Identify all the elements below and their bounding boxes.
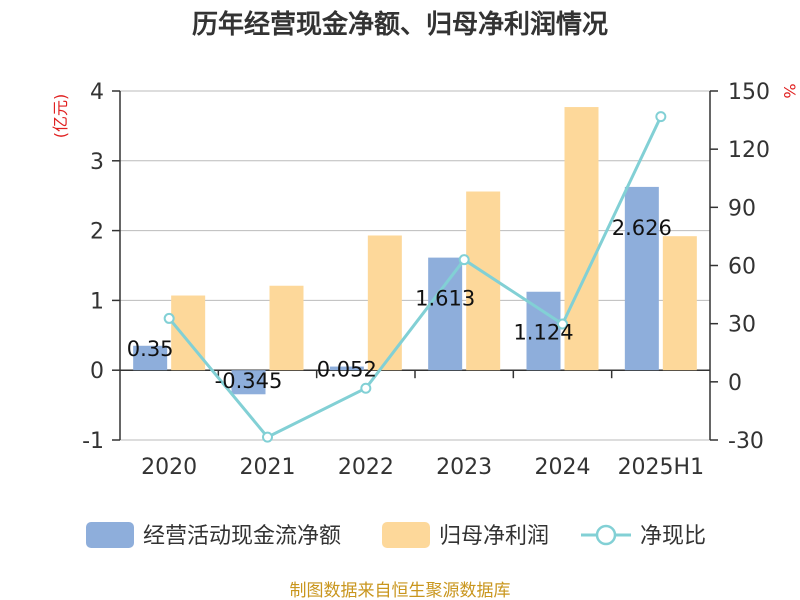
ratio-point [557,318,568,330]
bar-net-profit [564,107,599,371]
legend-swatch-cash-flow [86,522,134,548]
legend-marker-ratio [595,524,617,546]
x-tick-label: 2024 [535,455,591,480]
y-right-tick-label: -30 [728,429,764,454]
data-label-cash-flow: 0.052 [317,358,377,382]
x-tick-label: 2023 [436,455,492,480]
ratio-point [262,431,273,443]
legend-label-ratio: 净现比 [640,524,706,549]
bar-cash-flow [231,370,266,395]
ratio-point [458,254,470,266]
data-label-cash-flow: 0.35 [127,337,174,361]
y-left-tick-label: -1 [82,429,104,454]
y-left-tick-label: 1 [90,289,104,314]
x-tick-label: 2021 [240,455,296,480]
y-right-tick-label: 0 [728,371,742,396]
axes: 4 3 2 1 0 -1 150 120 90 60 30 0 -30 (亿元)% 2020 2021 2022… [51,80,799,480]
legend[interactable]: 经营活动现金流净额 归母净利润 净现比 [86,522,706,549]
ratio-point [655,111,667,123]
x-tick-label: 2020 [141,455,197,480]
bar-cash-flow [133,345,168,371]
y-right-unit: % [780,83,799,98]
y-right-tick-label: 90 [728,196,756,221]
bar-net-profit [662,236,697,371]
y-left-tick-label: 0 [90,359,104,384]
y-left-tick-label: 3 [90,150,104,175]
data-labels: 0.35 -0.345 0.052 1.613 1.124 2.626 [127,216,672,393]
data-label-cash-flow: 1.613 [415,287,475,311]
source-note: 制图数据来自恒生聚源数据库 [290,581,511,600]
ratio-point [360,382,372,394]
legend-label-cash-flow: 经营活动现金流净额 [143,524,341,549]
ratio-line-path [168,115,663,439]
y-left-tick-label: 4 [90,80,104,105]
bars [133,107,697,395]
bar-cash-flow [329,366,364,371]
chart-title: 历年经营现金净额、归母净利润情况 [192,9,608,40]
y-right-tick-label: 150 [728,80,770,105]
x-tick-label: 2025H1 [618,455,705,480]
bar-cash-flow [624,186,659,371]
bar-net-profit [171,295,206,371]
legend-swatch-net-profit [382,522,430,548]
x-tick-label: 2022 [338,455,394,480]
y-right-tick-label: 120 [728,138,770,163]
bar-cash-flow [428,257,463,371]
data-label-cash-flow: 1.124 [513,321,573,345]
grid [120,90,710,441]
y-left-tick-label: 2 [90,220,104,245]
bar-net-profit [269,285,304,371]
data-label-cash-flow: 2.626 [612,216,672,240]
y-right-tick-label: 60 [728,255,756,280]
data-label-cash-flow: -0.345 [215,369,283,393]
ratio-point [163,312,175,324]
y-left-unit: (亿元) [51,94,70,139]
ratio-line [163,111,667,443]
legend-label-net-profit: 归母净利润 [439,524,549,549]
y-right-tick-label: 30 [728,313,756,338]
